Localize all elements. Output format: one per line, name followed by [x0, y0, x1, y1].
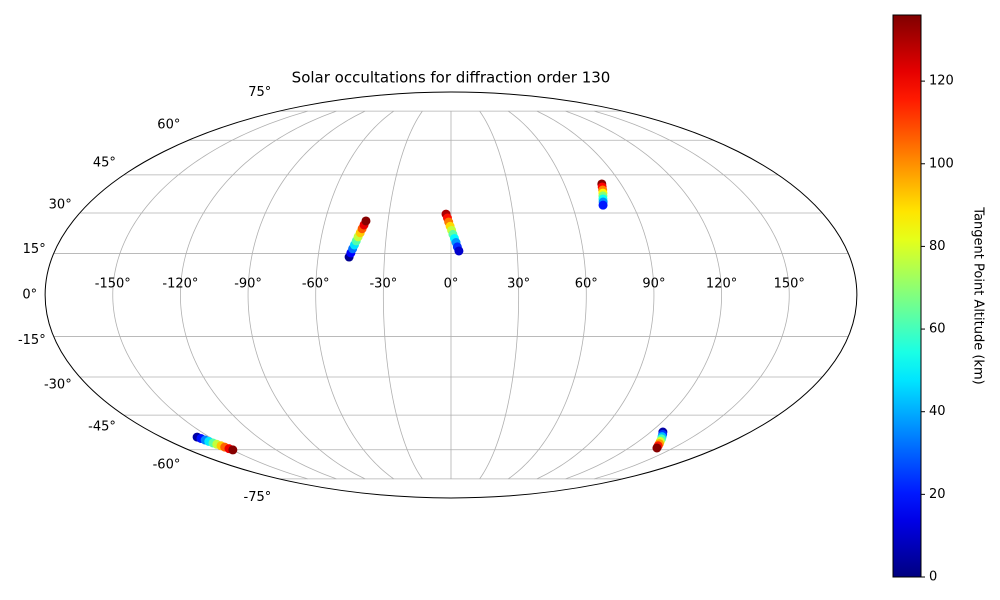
x-tick-label: -120° [162, 277, 198, 292]
x-tick-label: 120° [706, 277, 737, 292]
colorbar-tick-label: 100 [929, 156, 954, 171]
colorbar-tick-label: 80 [929, 239, 946, 254]
data-point [361, 216, 371, 226]
data-point [454, 246, 464, 256]
x-tick-label: -150° [95, 277, 131, 292]
colorbar-tick-label: 20 [929, 487, 946, 502]
y-tick-label: -45° [88, 420, 116, 435]
y-tick-label: -30° [44, 378, 72, 393]
data-point [652, 443, 662, 453]
y-tick-label: -15° [18, 333, 46, 348]
y-tick-label: 60° [157, 117, 180, 132]
colorbar [892, 14, 922, 578]
chart-title: Solar occultations for diffraction order… [292, 69, 611, 87]
colorbar-tick-label: 40 [929, 404, 946, 419]
y-tick-label: -60° [153, 458, 181, 473]
colorbar-tick-label: 60 [929, 322, 946, 337]
grid-line [382, 110, 423, 480]
grid-line [479, 110, 520, 480]
y-tick-label: 45° [93, 155, 116, 170]
grid-line [565, 110, 722, 480]
grid-line [180, 110, 337, 480]
data-point [598, 200, 608, 210]
grid-line [247, 110, 366, 480]
x-tick-label: 30° [507, 277, 530, 292]
x-tick-label: 60° [575, 277, 598, 292]
x-tick-label: -60° [302, 277, 330, 292]
grid-line [536, 110, 655, 480]
y-tick-label: 30° [49, 197, 72, 212]
y-tick-label: 75° [248, 85, 271, 100]
x-tick-label: -30° [369, 277, 397, 292]
y-tick-label: 15° [23, 242, 46, 257]
grid-line [508, 110, 587, 480]
y-tick-label: -75° [244, 490, 272, 505]
colorbar-label: Tangent Point Altitude (km) [971, 206, 986, 384]
x-tick-label: 90° [642, 277, 665, 292]
grid-line [315, 110, 394, 480]
colorbar-tick-label: 0 [929, 570, 937, 585]
x-tick-label: -90° [234, 277, 262, 292]
data-point [228, 445, 238, 455]
y-tick-label: 0° [22, 288, 37, 303]
x-tick-label: 150° [774, 277, 805, 292]
grid-line [594, 110, 790, 480]
colorbar-tick-label: 120 [929, 74, 954, 89]
grid-line [112, 110, 308, 480]
x-tick-label: 0° [444, 277, 459, 292]
map-boundary [44, 91, 858, 499]
